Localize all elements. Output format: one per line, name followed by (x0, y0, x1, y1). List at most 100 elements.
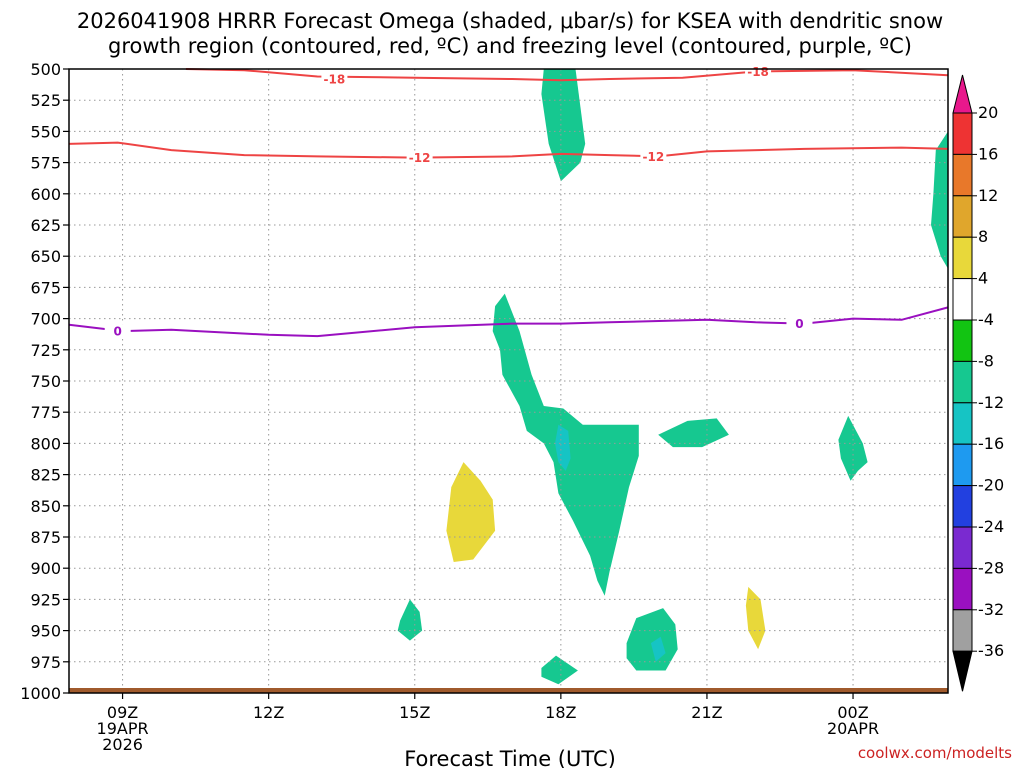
colorbar-swatch--4 (952, 319, 973, 362)
ground-surface (69, 688, 948, 693)
colorbar: 20 16 12 8 4 -4 -8 -12 -16 -20 -24 -28 -32 -36 (952, 74, 1004, 692)
omega-region-14 (397, 599, 423, 641)
pressure-axis: 500 525 550 575 600 625 650 675 700 725 750 775 800 8… (20, 60, 69, 703)
y-tick-725: 725 (30, 341, 61, 360)
colorbar-label--20: -20 (978, 476, 1004, 495)
omega-region-16 (626, 608, 678, 671)
x-tick-00Z: 00Z (837, 703, 868, 722)
contours: -18 -18 -12 -12 0 0 (68, 64, 949, 339)
colorbar-swatch--12 (952, 402, 973, 445)
omega-region-9 (821, 611, 948, 671)
colorbar-swatch--16 (952, 443, 973, 487)
y-tick-500: 500 (30, 60, 61, 79)
omega-region-5 (446, 462, 496, 562)
dgz-18-label-1: -18 (747, 65, 769, 79)
colorbar-label-8: 8 (978, 227, 988, 246)
colorbar-label--12: -12 (978, 393, 1004, 412)
colorbar-label-12: 12 (978, 186, 998, 205)
colorbar-swatch-20 (952, 112, 973, 155)
omega-region-17 (650, 636, 666, 662)
y-tick-975: 975 (30, 653, 61, 672)
y-tick-575: 575 (30, 154, 61, 173)
x-tick-20APR: 20APR (827, 719, 879, 738)
y-tick-900: 900 (30, 559, 61, 578)
y-tick-550: 550 (30, 122, 61, 141)
omega-region-6 (258, 532, 279, 556)
colorbar-label--32: -32 (978, 600, 1004, 619)
y-tick-850: 850 (30, 497, 61, 516)
omega-region-1 (931, 131, 948, 269)
freezing-level-label-bg (104, 324, 131, 339)
y-tick-650: 650 (30, 247, 61, 266)
x-tick-15Z: 15Z (399, 703, 430, 722)
x-tick-2026: 2026 (102, 735, 143, 754)
y-tick-1000: 1000 (20, 684, 61, 703)
omega-region-0 (541, 69, 586, 182)
dgz-12-label-1: -12 (643, 150, 665, 164)
colorbar-swatch--8 (952, 360, 973, 404)
x-tick-19APR: 19APR (97, 719, 149, 738)
dgz-12-label-0: -12 (409, 151, 431, 165)
omega-region-15 (541, 655, 578, 685)
y-tick-875: 875 (30, 528, 61, 547)
credit-text[interactable]: coolwx.com/modelts (858, 744, 1012, 762)
omega-region-13 (838, 415, 868, 481)
omega-region-11 (555, 424, 571, 471)
colorbar-swatch-4 (952, 278, 973, 321)
omega-region-8 (745, 586, 766, 650)
dgz-18-contour (185, 68, 949, 82)
colorbar-bottom-arrow (952, 650, 973, 692)
y-tick-600: 600 (30, 185, 61, 204)
colorbar-label-16: 16 (978, 144, 998, 163)
grid (69, 68, 948, 694)
y-tick-825: 825 (30, 466, 61, 485)
colorbar-label-4: 4 (978, 269, 988, 288)
y-tick-775: 775 (30, 403, 61, 422)
colorbar-swatch--32 (952, 609, 973, 652)
dgz-18-label-bg (321, 71, 348, 86)
x-tick-09Z: 09Z (107, 703, 138, 722)
y-tick-525: 525 (30, 91, 61, 110)
y-tick-800: 800 (30, 434, 61, 453)
colorbar-label--28: -28 (978, 558, 1004, 577)
freezing-level-contour (68, 306, 949, 338)
freezing-level-label-bg (786, 316, 813, 331)
y-tick-675: 675 (30, 278, 61, 297)
colorbar-label--36: -36 (978, 641, 1004, 660)
x-axis-label: Forecast Time (UTC) (404, 747, 616, 768)
dgz-12-label-bg (640, 149, 667, 164)
colorbar-swatch-16 (952, 153, 973, 197)
y-tick-925: 925 (30, 590, 61, 609)
plot-area: -18 -18 -12 -12 0 0 (68, 64, 949, 694)
omega-region-12 (658, 418, 729, 448)
y-tick-700: 700 (30, 310, 61, 329)
colorbar-swatch--24 (952, 526, 973, 569)
dgz-18-label-bg (745, 64, 772, 79)
omega-region-2 (675, 193, 727, 292)
colorbar-label--16: -16 (978, 434, 1004, 453)
chart-title-line-2: growth region (contoured, red, ºC) and f… (108, 34, 912, 58)
colorbar-label-20: 20 (978, 103, 998, 122)
colorbar-swatch-8 (952, 236, 973, 280)
colorbar-label--8: -8 (978, 351, 994, 370)
x-tick-21Z: 21Z (691, 703, 722, 722)
colorbar-label--24: -24 (978, 517, 1004, 536)
chart-title-line-1: 2026041908 HRRR Forecast Omega (shaded, … (77, 9, 943, 33)
freezing-level-label-1: 0 (795, 317, 803, 331)
y-tick-750: 750 (30, 372, 61, 391)
colorbar-swatch-12 (952, 195, 973, 238)
omega-shading (258, 69, 948, 685)
x-tick-18Z: 18Z (545, 703, 576, 722)
dgz-12-contour (68, 141, 949, 159)
colorbar-swatch--28 (952, 567, 973, 611)
y-tick-625: 625 (30, 216, 61, 235)
dgz-12-label-bg (406, 150, 433, 165)
freezing-level-label-0: 0 (114, 325, 122, 339)
colorbar-label--4: -4 (978, 310, 994, 329)
y-tick-950: 950 (30, 622, 61, 641)
x-tick-12Z: 12Z (253, 703, 284, 722)
dgz-18-label-0: -18 (324, 72, 346, 86)
colorbar-swatch--20 (952, 485, 973, 528)
